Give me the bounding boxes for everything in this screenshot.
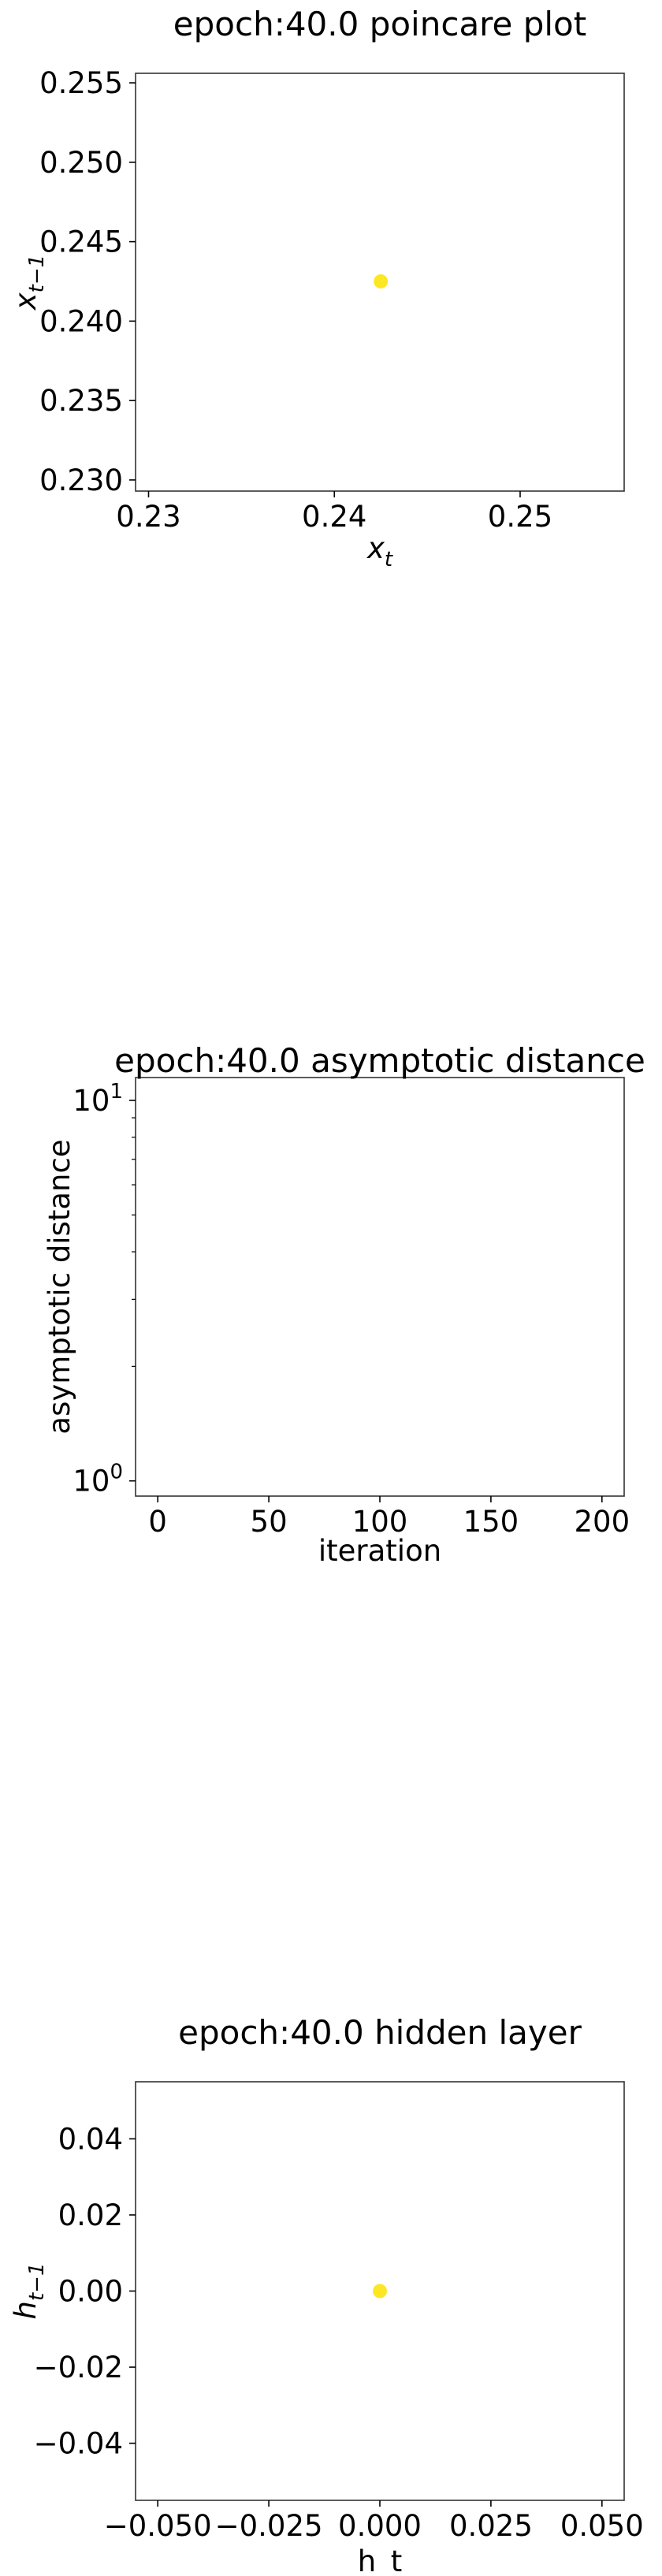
x-axis-label: h_t xyxy=(358,2544,402,2576)
y-tick-label: 0.235 xyxy=(39,384,123,418)
y-tick-label: 0.04 xyxy=(58,2122,123,2156)
y-axis-label-group: xt−1 xyxy=(9,255,49,311)
y-tick-label: 0.00 xyxy=(58,2275,123,2309)
y-tick-label: 0.250 xyxy=(39,146,123,180)
y-tick-label: 0.240 xyxy=(39,304,123,338)
x-tick-label: −0.025 xyxy=(215,2509,323,2543)
chart-title: epoch:40.0 asymptotic distance xyxy=(114,1041,645,1080)
y-axis-label-group: asymptotic distance xyxy=(43,1139,76,1434)
chart-title: epoch:40.0 poincare plot xyxy=(173,5,586,43)
x-tick-label: −0.050 xyxy=(104,2509,212,2543)
y-axis-label: asymptotic distance xyxy=(43,1139,76,1434)
x-tick-label: 100 xyxy=(352,1505,408,1539)
y-tick-label: 0.230 xyxy=(39,463,123,497)
y-tick-label: 0.02 xyxy=(58,2198,123,2232)
x-tick-label: 0.23 xyxy=(116,500,180,534)
data-point xyxy=(374,274,389,288)
x-tick-label: 0 xyxy=(148,1505,167,1539)
y-axis-label: ht−1 xyxy=(9,2263,49,2320)
chart-1: epoch:40.0 poincare plot 0.23 0.24 0.25 0.23… xyxy=(9,5,625,571)
x-tick-label: 150 xyxy=(463,1505,519,1539)
x-tick-label: 50 xyxy=(251,1505,288,1539)
y-axis-label-group: ht−1 xyxy=(9,2263,49,2320)
y-tick-label: −0.02 xyxy=(34,2351,123,2384)
y-tick-label: 0.245 xyxy=(39,225,123,259)
y-tick-label: 100 xyxy=(73,1461,123,1498)
chart-3: epoch:40.0 hidden layer−0.050 −0.025 0.000… xyxy=(9,2013,644,2576)
x-tick-label: 0.025 xyxy=(449,2509,533,2543)
x-tick-label: 0.25 xyxy=(488,500,552,534)
x-tick-label: 0.000 xyxy=(338,2509,422,2543)
x-tick-label: 0.24 xyxy=(302,500,366,534)
x-axis-label: iteration xyxy=(318,1534,441,1568)
y-tick-label: −0.04 xyxy=(34,2427,123,2461)
chart-2: epoch:40.0 asymptotic distance 0 50 100 150 2… xyxy=(43,1041,645,1568)
x-tick-label: 200 xyxy=(575,1505,630,1539)
x-axis-label: xt xyxy=(366,531,393,571)
data-point xyxy=(373,2284,387,2299)
plot-frame xyxy=(135,73,625,492)
chart-title: epoch:40.0 hidden layer xyxy=(178,2013,582,2052)
y-tick-label: 101 xyxy=(73,1080,123,1118)
x-tick-label: 0.050 xyxy=(560,2509,644,2543)
y-axis-label: xt−1 xyxy=(9,255,49,311)
plot-frame xyxy=(135,1077,625,1497)
y-tick-label: 0.255 xyxy=(39,66,123,100)
